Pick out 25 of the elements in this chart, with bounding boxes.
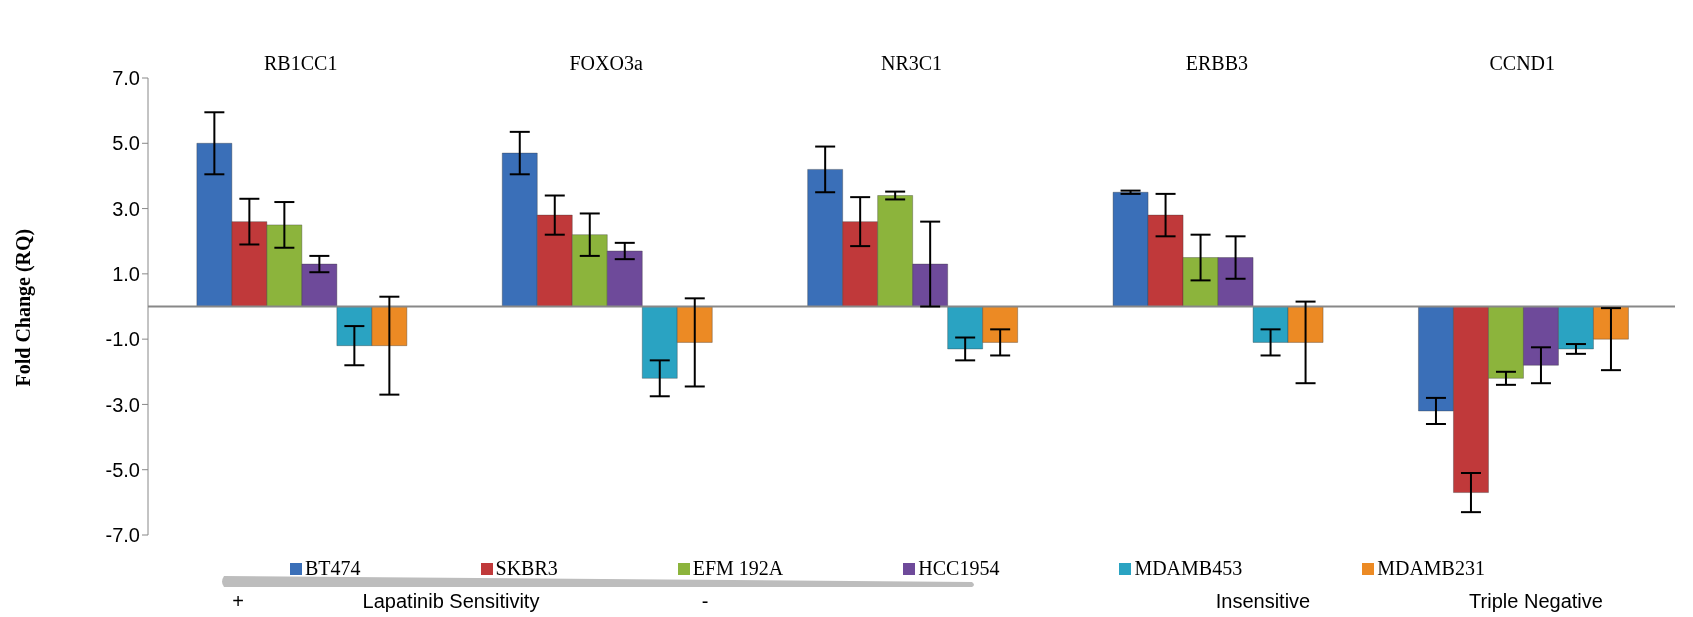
x-tick-label: CCND1 <box>1489 52 1556 74</box>
legend-label: MDAMB231 <box>1376 557 1485 580</box>
text: - <box>701 590 709 613</box>
y-tick-label: -7.0 <box>105 524 140 547</box>
legend-label: BT474 <box>304 557 361 580</box>
text: Lapatinib Sensitivity <box>362 590 540 613</box>
y-tick-label: 1.0 <box>112 262 140 285</box>
y-tick-label: 7.0 <box>112 67 140 90</box>
x-tick-label: FOXO3a <box>569 52 643 74</box>
legend-label: HCC1954 <box>917 557 1000 580</box>
y-tick-label: -3.0 <box>105 393 140 416</box>
legend-label: MDAMB453 <box>1133 557 1243 580</box>
text: Triple Negative <box>1469 590 1603 613</box>
x-tick-label: RB1CC1 <box>264 52 338 74</box>
x-tick-label: ERBB3 <box>1185 52 1249 74</box>
y-tick-label: -1.0 <box>105 328 140 351</box>
y-tick-label: 3.0 <box>112 197 140 220</box>
y-axis-title: Fold Change (RQ) <box>12 228 36 387</box>
text: + <box>232 590 244 613</box>
y-tick-label: 5.0 <box>112 132 140 155</box>
text: Insensitive <box>1215 590 1311 613</box>
legend-label: EFM 192A <box>691 557 784 580</box>
y-tick-label: -5.0 <box>105 458 140 481</box>
legend-label: SKBR3 <box>494 557 558 580</box>
x-tick-label: NR3C1 <box>880 52 943 74</box>
